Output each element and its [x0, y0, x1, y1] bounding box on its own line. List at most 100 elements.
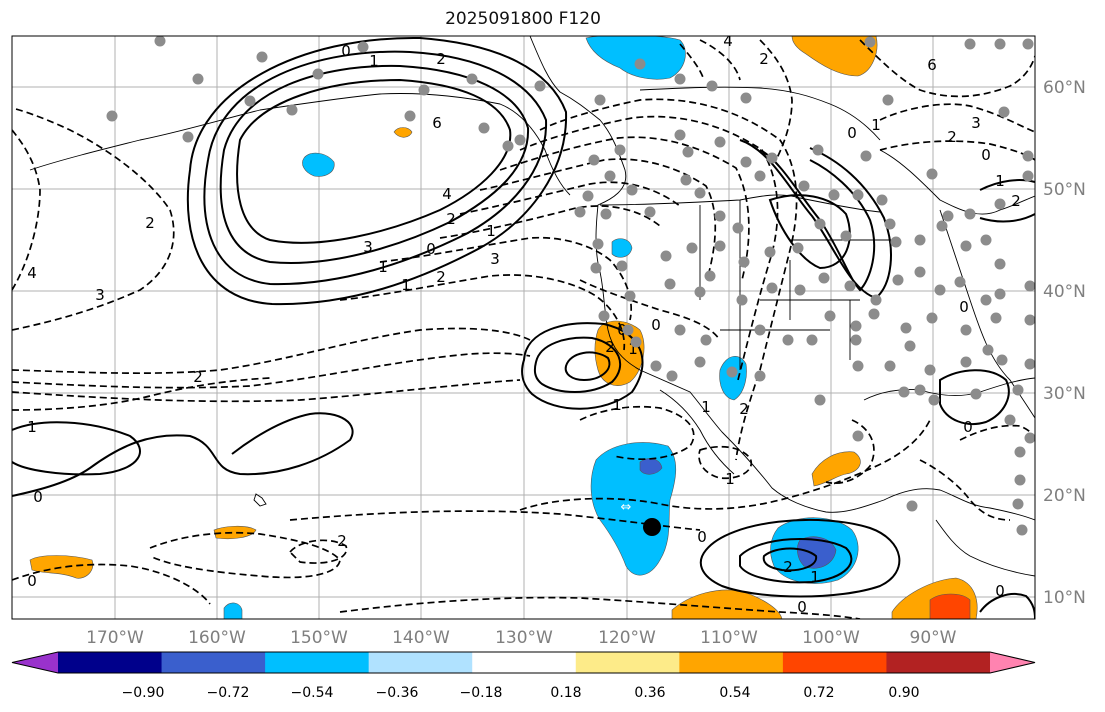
contour-label: 1	[27, 418, 37, 436]
station-dot	[714, 210, 726, 222]
station-dot	[666, 370, 678, 382]
lon-label: 160°W	[188, 628, 246, 648]
colorbar-segment	[886, 652, 991, 673]
contour-label: 1	[810, 568, 820, 586]
station-dot	[926, 312, 938, 324]
station-dot	[754, 370, 766, 382]
station-dot	[700, 334, 712, 346]
station-dot	[898, 386, 910, 398]
colorbar-tick-label: 0.36	[634, 685, 665, 701]
station-dot	[996, 354, 1008, 366]
station-dot	[630, 336, 642, 348]
station-dot	[934, 284, 946, 296]
station-dot	[616, 260, 628, 272]
colorbar-segment	[575, 652, 680, 673]
lat-label: 50°N	[1043, 180, 1086, 200]
station-dot	[600, 208, 612, 220]
station-dot	[1016, 524, 1028, 536]
station-dot	[892, 274, 904, 286]
contour-label: 1	[871, 116, 881, 134]
shade-dark-mexico	[797, 536, 837, 569]
station-dot	[244, 95, 256, 107]
contour-label: 2	[193, 368, 203, 386]
station-dot	[914, 384, 926, 396]
station-dot	[970, 388, 982, 400]
station-dot	[1022, 150, 1034, 162]
latitude-labels: 60°N 50°N 40°N 30°N 20°N 10°N	[1043, 78, 1086, 608]
station-dot	[850, 320, 862, 332]
colorbar-outline	[11, 651, 1036, 674]
contour-label: 0	[27, 572, 37, 590]
station-dot	[740, 156, 752, 168]
lat-label: 40°N	[1043, 282, 1086, 302]
station-dot	[914, 266, 926, 278]
station-dot	[1012, 498, 1024, 510]
station-dot	[782, 334, 794, 346]
station-dot	[1024, 432, 1035, 444]
station-dot	[884, 218, 896, 230]
colorbar-tick-label: −0.36	[376, 685, 419, 701]
colorbar-tick-label: 0.18	[550, 685, 581, 701]
station-dot	[1024, 314, 1035, 326]
colorbar-segment	[161, 652, 266, 673]
contour-label: 1	[995, 172, 1005, 190]
lat-label: 30°N	[1043, 384, 1086, 404]
station-dot	[980, 294, 992, 306]
lat-label: 20°N	[1043, 486, 1086, 506]
station-dot	[868, 308, 880, 320]
colorbar-segment	[58, 652, 163, 673]
station-dot	[1004, 414, 1016, 426]
station-dot	[714, 136, 726, 148]
station-dot	[852, 430, 864, 442]
station-dot	[906, 500, 918, 512]
colorbar-extend-low	[12, 652, 58, 673]
contour-label: 2	[759, 50, 769, 68]
station-dot	[882, 94, 894, 106]
station-dot	[806, 334, 818, 346]
contour-label: 0	[797, 598, 807, 616]
station-dot	[694, 286, 706, 298]
contour-label: 3	[971, 114, 981, 132]
lat-label: 60°N	[1043, 78, 1086, 98]
station-dot	[994, 288, 1006, 300]
colorbar-tick-labels: −0.90 −0.72 −0.54 −0.36 −0.18 0.18 0.36 …	[122, 685, 920, 701]
station-dot	[754, 324, 766, 336]
station-dot	[192, 73, 204, 85]
station-dot	[960, 356, 972, 368]
station-dot	[592, 238, 604, 250]
colorbar-extend-high	[990, 652, 1035, 673]
station-dot	[926, 168, 938, 180]
contour-label: 2	[947, 128, 957, 146]
contour-label: 6	[432, 114, 442, 132]
station-dot	[604, 170, 616, 182]
station-dot	[502, 140, 514, 152]
station-dot	[660, 250, 672, 262]
lon-label: 130°W	[495, 628, 553, 648]
station-dot	[738, 256, 750, 268]
station-dot	[418, 84, 430, 96]
station-dot	[876, 194, 888, 206]
station-dot	[994, 38, 1006, 50]
contour-label: 2	[436, 50, 446, 68]
station-dot	[960, 324, 972, 336]
station-dot	[357, 41, 369, 53]
station-dot	[824, 310, 836, 322]
shade-pos-hudson	[791, 36, 878, 77]
station-dot	[828, 189, 840, 201]
contour-label: 1	[378, 258, 388, 276]
contour-label: 2	[1011, 192, 1021, 210]
contour-label: 2	[739, 400, 749, 418]
station-dot	[614, 144, 626, 156]
contour-label: 2	[337, 532, 347, 550]
shade-pos-alaska	[393, 127, 413, 138]
station-dot	[1014, 474, 1026, 486]
station-dot	[982, 344, 994, 356]
station-dot	[664, 278, 676, 290]
station-dot	[286, 104, 298, 116]
station-dot	[256, 51, 268, 63]
lon-label: 100°W	[802, 628, 860, 648]
station-dot	[852, 360, 864, 372]
contour-label: 1	[401, 276, 411, 294]
longitude-labels: 170°W 160°W 150°W 140°W 130°W 120°W 110°…	[86, 628, 957, 648]
colorbar-segment	[782, 652, 887, 673]
